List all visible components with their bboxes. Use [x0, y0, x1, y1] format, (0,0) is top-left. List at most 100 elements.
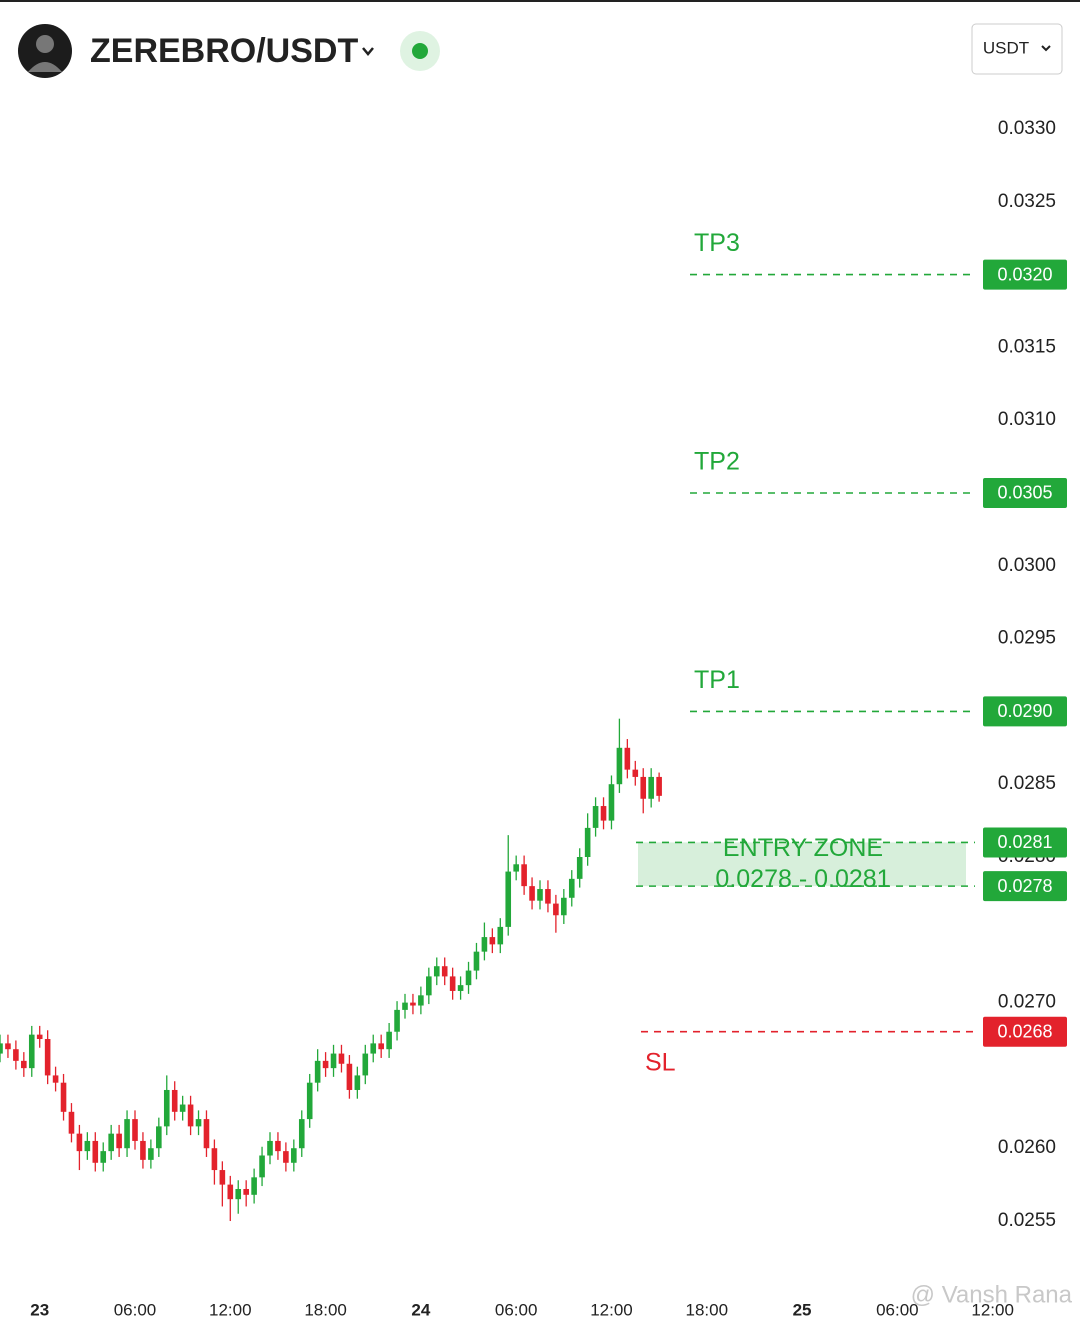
candle-body	[148, 1148, 154, 1160]
candle-body	[433, 966, 440, 977]
candle-body	[426, 976, 432, 996]
candle-body	[36, 1034, 43, 1040]
x-tick-label: 06:00	[876, 1300, 919, 1319]
candle-body	[100, 1151, 107, 1163]
candle-body	[203, 1119, 210, 1149]
y-tick-label: 0.0315	[998, 336, 1056, 357]
candle-body	[402, 1002, 408, 1010]
candle-body	[330, 1053, 337, 1069]
candle-body	[44, 1039, 51, 1076]
level-badge	[983, 1016, 1067, 1047]
candle-body	[481, 937, 488, 952]
candle-body	[108, 1133, 114, 1152]
entry-zone	[638, 842, 966, 887]
y-tick-label: 0.0260	[998, 1137, 1056, 1158]
candle-body	[362, 1053, 369, 1076]
candle-body	[386, 1031, 392, 1050]
candle-body	[84, 1140, 91, 1152]
candle-body	[259, 1155, 265, 1178]
candle-body	[521, 864, 527, 887]
x-tick-label: 18:00	[685, 1300, 728, 1319]
candle-body	[195, 1119, 202, 1127]
candle-body	[179, 1104, 186, 1112]
avatar-head	[36, 35, 54, 53]
candle-body	[92, 1140, 99, 1163]
x-tick-label: 12:00	[590, 1300, 633, 1319]
level-badge	[983, 259, 1067, 290]
candle-body	[632, 769, 639, 777]
candle-body	[267, 1140, 273, 1156]
candle-body	[187, 1104, 194, 1127]
candle-body	[489, 937, 496, 945]
candle-body	[505, 871, 512, 927]
level-badge-label: 0.0290	[997, 701, 1052, 721]
candle-body	[648, 776, 654, 799]
candle-body	[418, 995, 424, 1006]
candle-body	[322, 1060, 329, 1069]
entry-high-badge	[983, 827, 1067, 858]
candle-body	[616, 747, 623, 785]
candle-body	[473, 951, 480, 971]
candle-body	[370, 1043, 377, 1054]
y-tick-label: 0.0310	[998, 409, 1056, 430]
candle-body	[68, 1111, 75, 1134]
x-tick-label: 12:00	[971, 1300, 1014, 1319]
candle-body	[457, 985, 464, 991]
y-tick-label: 0.0330	[998, 118, 1056, 139]
pair-title[interactable]: ZEREBRO/USDT	[90, 32, 358, 70]
candle-body	[5, 1043, 11, 1050]
candle-body	[584, 827, 591, 858]
candle-body	[497, 926, 504, 945]
candle-body	[513, 864, 519, 872]
y-tick-label: 0.0285	[998, 773, 1056, 794]
y-tick-label: 0.0300	[998, 555, 1056, 576]
candle-body	[60, 1082, 67, 1112]
entry-high-badge-label: 0.0281	[997, 832, 1052, 852]
y-tick-label: 0.0325	[998, 191, 1056, 212]
level-badge-label: 0.0320	[997, 264, 1052, 284]
candle-body	[576, 857, 583, 879]
candle-body	[116, 1133, 122, 1149]
candle-body	[441, 966, 448, 977]
level-label: SL	[645, 1048, 676, 1076]
currency-button[interactable]	[971, 23, 1063, 75]
level-label: TP3	[694, 229, 740, 257]
candle-body	[529, 886, 535, 901]
candle-body	[568, 878, 575, 898]
candle-body	[52, 1075, 59, 1083]
candle-body	[251, 1177, 257, 1195]
x-tick-label: 06:00	[495, 1300, 538, 1319]
candle-body	[346, 1063, 353, 1090]
candle-body	[600, 806, 607, 821]
level-badge	[983, 696, 1067, 727]
candle-body	[291, 1148, 297, 1163]
candle-body	[21, 1060, 27, 1069]
candle-body	[243, 1188, 249, 1195]
candle-body	[0, 1043, 3, 1054]
y-tick-label: 0.0295	[998, 628, 1056, 649]
candle-body	[410, 1002, 416, 1006]
currency-label[interactable]: USDT	[983, 38, 1029, 57]
y-tick-label: 0.0270	[998, 992, 1056, 1013]
entry-low-badge	[983, 871, 1067, 902]
level-badge-label: 0.0305	[997, 483, 1052, 503]
candle-body	[140, 1140, 146, 1160]
candle-body	[235, 1188, 242, 1200]
candle-body	[132, 1119, 138, 1141]
currency-dropdown[interactable]	[1041, 45, 1051, 52]
candle-body	[624, 747, 631, 770]
candle-body	[28, 1034, 35, 1069]
pair-dropdown[interactable]	[362, 47, 374, 56]
candle-body	[537, 889, 543, 901]
candle-body	[219, 1170, 226, 1185]
candle-body	[545, 889, 551, 904]
candle-body	[553, 903, 559, 916]
candle-body	[465, 970, 472, 986]
candle-body	[656, 776, 662, 796]
y-tick-label: 0.0255	[998, 1210, 1056, 1231]
level-label: TP2	[694, 448, 740, 476]
candle-body	[211, 1148, 218, 1171]
candle-body	[354, 1075, 361, 1090]
candle-body	[561, 897, 567, 916]
